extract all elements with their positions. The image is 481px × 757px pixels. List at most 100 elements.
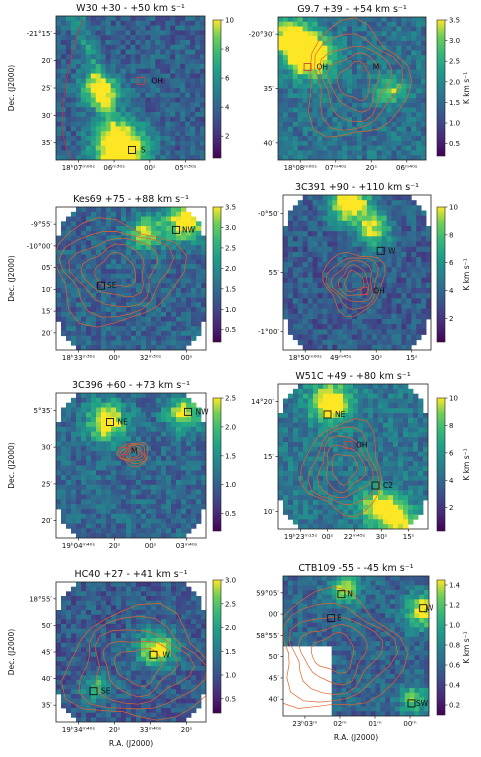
heatmap-cell [317,282,323,289]
heatmap-cell [115,30,121,36]
heatmap-cell [307,107,313,113]
panel-title: 3C391 +90 - +110 km s⁻¹ [295,182,419,193]
heatmap-cell [65,136,72,142]
heatmap-cell [145,92,151,98]
heatmap-cell [181,330,187,337]
heatmap-cell [342,277,348,284]
heatmap-cell [150,112,156,118]
heatmap-cell [396,282,402,289]
heatmap-cell [391,319,397,325]
heatmap-cell [337,339,343,346]
heatmap-cell [101,513,107,520]
heatmap-cell [312,74,318,80]
heatmap-cell [86,484,92,491]
heatmap-cell [283,466,289,472]
heatmap-cell [135,131,141,137]
heatmap-cell [195,44,201,50]
heatmap-cell [357,205,363,211]
heatmap-cell [366,215,373,222]
heatmap-cell [140,25,146,31]
heatmap-cell [376,78,382,85]
heatmap-cell [176,499,182,505]
heatmap-cell [307,303,313,310]
heatmap-cell [418,427,424,433]
heatmap-cell [391,277,397,284]
heatmap-cell [411,272,417,279]
heatmap-cell [287,293,294,299]
heatmap-cell [283,427,289,433]
heatmap-cell [171,345,177,350]
contour-line [337,264,369,297]
heatmap-cell [106,518,112,524]
heatmap-cell [165,30,171,36]
heatmap-cell [176,397,182,404]
heatmap-cell [278,121,284,128]
heatmap-cell [396,45,402,51]
heatmap-cell [411,267,417,273]
heatmap-cell [186,335,192,341]
heatmap-cell [145,40,151,46]
heatmap-cell [145,73,151,79]
heatmap-cell [190,92,196,98]
heatmap-cell [95,64,102,70]
heatmap-cell [337,313,343,320]
heatmap-cell [302,31,308,37]
heatmap-cell [302,26,308,32]
heatmap-cell [357,344,363,350]
heatmap-cell [141,499,147,505]
heatmap-cell [358,461,364,467]
heatmap-cell [111,397,117,404]
heatmap-cell [302,17,308,23]
heatmap-cell [156,533,162,538]
heatmap-cell [308,432,314,438]
heatmap-cell [116,230,122,236]
heatmap-cell [170,155,176,160]
heatmap-cell [150,126,156,132]
heatmap-cell [408,408,414,414]
heatmap-cell [161,340,167,346]
heatmap-cell [56,126,62,132]
heatmap-cell [60,121,67,127]
heatmap-cell [353,403,359,409]
heatmap-cell [181,254,187,260]
heatmap-cell [418,432,424,438]
heatmap-cell [156,460,162,466]
heatmap-cell [86,528,92,534]
heatmap-cell [106,259,112,265]
heatmap-cell [121,446,127,452]
heatmap-cell [160,73,166,79]
heatmap-cell [161,326,167,332]
heatmap-cell [196,221,202,227]
heatmap-cell [373,408,379,414]
heatmap-cell [371,195,378,201]
heatmap-cell [297,136,304,142]
heatmap-cell [401,136,407,142]
heatmap-cell [278,112,284,118]
heatmap-cell [418,442,424,448]
heatmap-cell [381,339,387,346]
heatmap-cell [181,422,187,428]
heatmap-cell [201,297,206,303]
heatmap-cell [96,397,102,404]
heatmap-cell [115,78,121,84]
heatmap-cell [293,446,299,453]
heatmap-cell [176,412,182,418]
heatmap-cell [150,121,156,127]
heatmap-cell [176,523,182,529]
x-tick-label: 06ᵐ⁴⁰ˢ [396,164,418,172]
heatmap-cell [126,436,132,442]
heatmap-cell [181,307,187,313]
y-tick-label: 30′ [42,444,53,452]
heatmap-cell [342,195,348,201]
heatmap-cell [101,480,107,486]
heatmap-cell [151,316,157,322]
heatmap-cell [406,21,412,27]
heatmap-cell [416,334,422,341]
heatmap-cell [100,30,107,36]
heatmap-cell [401,83,407,89]
heatmap-cell [151,216,157,222]
heatmap-cell [381,26,387,32]
heatmap-cell [165,116,171,122]
heatmap-cell [391,145,397,151]
contour-line [116,442,149,468]
